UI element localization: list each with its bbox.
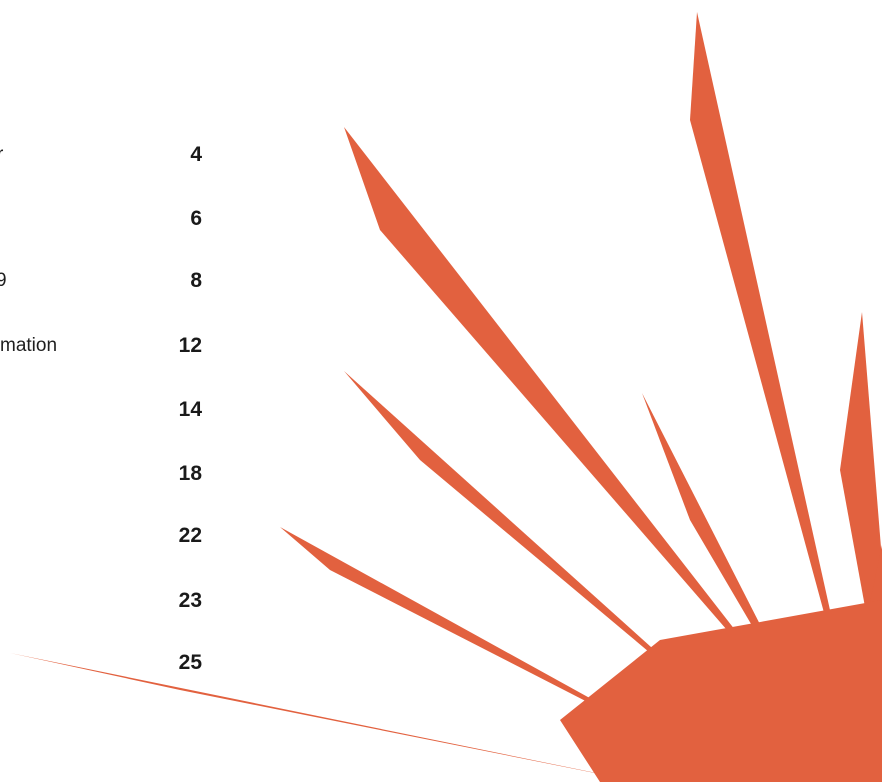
toc-entry-title: r [0,144,4,165]
toc-entry-page-number: 4 [190,143,202,166]
toc-entry: 18 [0,459,202,489]
starburst-rays [10,12,882,782]
toc-entry-page-number: 25 [178,651,202,674]
toc-entry-page-number: 18 [178,462,202,485]
toc-entry: 6 [0,204,202,234]
toc-entry-page-number: 14 [178,398,202,421]
toc-entry: mation 12 [0,331,202,361]
toc-entry-title: mation [0,335,58,356]
toc-entry: 22 [0,521,202,551]
toc-entry: r 4 [0,140,202,170]
starburst-ray [10,653,640,782]
toc-entry-page-number: 12 [178,334,202,357]
starburst-core [560,600,882,782]
toc-entry-title: 9 [0,270,7,291]
toc-entry-page-number: 23 [178,589,202,612]
toc-entry-page-number: 22 [178,524,202,547]
toc-entry-page-number: 8 [190,269,202,292]
toc-entry: 23 [0,586,202,616]
toc-entry: 9 8 [0,266,202,296]
toc-entry: 14 [0,395,202,425]
starburst-ray [344,127,805,720]
toc-entry-page-number: 6 [190,207,202,230]
starburst-ray [690,12,860,745]
toc-entry: 25 [0,648,202,678]
